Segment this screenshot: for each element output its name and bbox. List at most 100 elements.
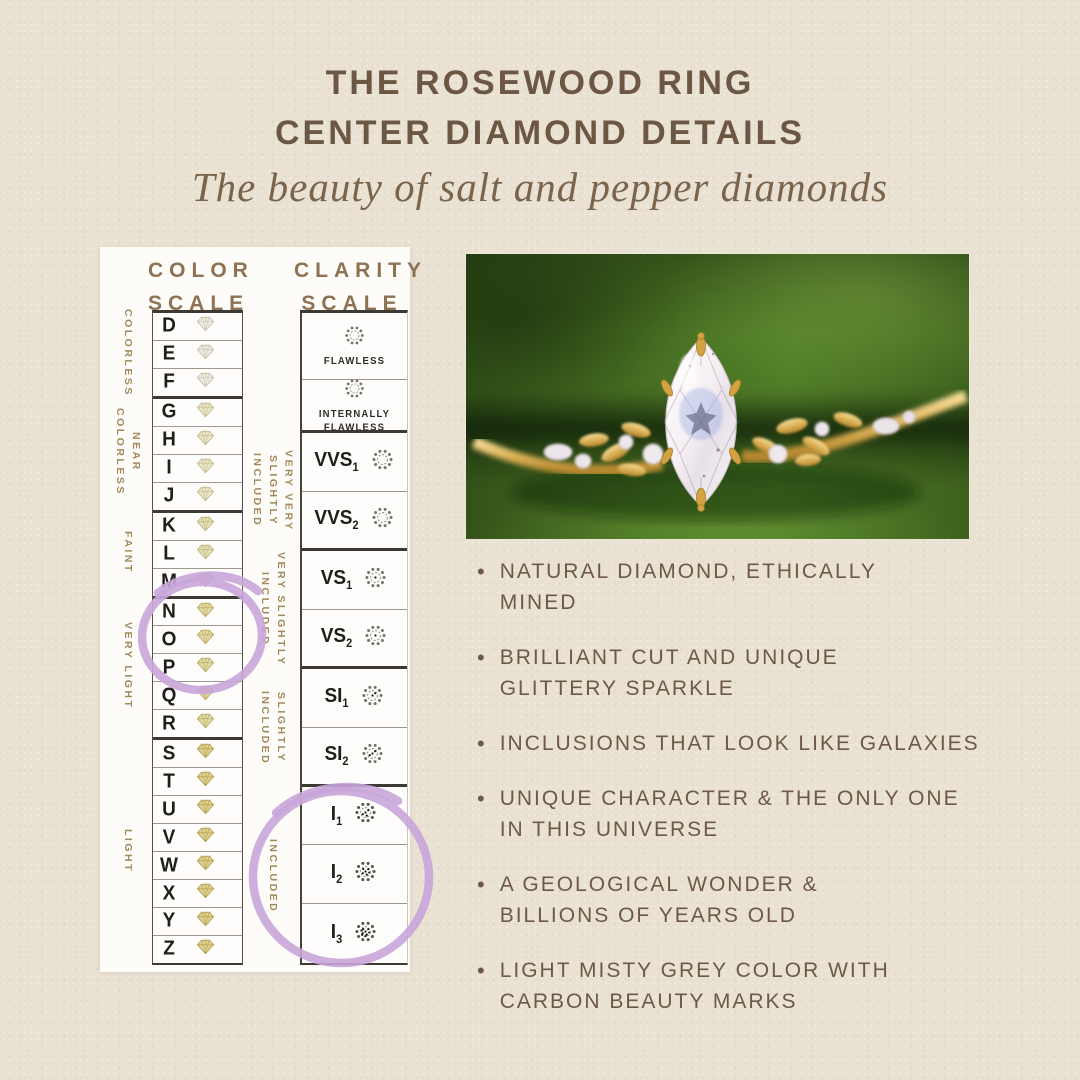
clarity-scale-heading: CLARITY SCALE	[294, 254, 421, 320]
color-scale-heading: COLOR SCALE	[148, 254, 248, 320]
color-grade-row-k: K	[153, 513, 242, 541]
clarity-group-label: SLIGHTLY INCLUDED	[259, 690, 287, 765]
color-grade-letter: T	[163, 769, 175, 793]
clarity-stone-icon-wrap	[343, 377, 366, 405]
clarity-grade-name: VVS2	[314, 507, 359, 533]
color-grade-row-u: U	[153, 796, 242, 825]
clarity-stone-icon	[355, 803, 376, 823]
clarity-grade-cell-vvs2: VVS2	[302, 492, 407, 552]
ring-photo	[465, 253, 970, 540]
color-group-label: FAINT	[121, 530, 134, 574]
clarity-group-label: VERY VERY SLIGHTLY INCLUDED	[251, 449, 295, 532]
color-grade-row-m: M	[153, 569, 242, 599]
feature-list-item: • UNIQUE CHARACTER & THE ONLY ONE IN THIS…	[477, 783, 1033, 845]
clarity-grade-cell-si2: SI2	[302, 728, 407, 787]
clarity-stone-icon	[361, 743, 383, 763]
diamond-icon	[196, 855, 215, 871]
diamond-icon-wrap	[185, 684, 220, 707]
feature-text: UNIQUE CHARACTER & THE ONLY ONE IN THIS …	[499, 787, 960, 841]
grading-chart-panel: COLOR SCALE CLARITY SCALE COLORLESS NEAR …	[100, 247, 434, 972]
diamond-icon	[196, 744, 215, 759]
clarity-grade-name: INTERNALLY FLAWLESS	[318, 408, 391, 434]
diamond-icon	[196, 516, 215, 531]
color-grade-row-o: O	[153, 626, 242, 655]
diamond-icon	[196, 772, 215, 787]
clarity-grade-cell-flawless: FLAWLESS	[302, 313, 407, 381]
feature-text: NATURAL DIAMOND, ETHICALLY MINED	[499, 560, 877, 614]
clarity-grade-name: I3	[330, 921, 343, 947]
clarity-group-label-block	[246, 310, 298, 431]
clarity-stone-icon-wrap	[353, 919, 378, 949]
clarity-stone-icon	[345, 379, 364, 398]
color-grade-row-g: G	[153, 399, 242, 427]
color-grade-letter: Q	[161, 683, 177, 707]
clarity-grade-name: I1	[330, 802, 343, 828]
color-grade-letter: N	[162, 600, 176, 623]
diamond-icon-wrap	[185, 910, 220, 933]
color-grade-row-l: L	[153, 541, 242, 569]
color-group-label: COLORLESS	[121, 308, 134, 397]
color-grade-row-h: H	[153, 427, 242, 455]
clarity-stone-icon-wrap	[353, 800, 378, 830]
feature-list-item: • A GEOLOGICAL WONDER & BILLIONS OF YEARS…	[477, 869, 1033, 931]
clarity-stone-icon-wrap	[370, 505, 395, 535]
color-grade-row-t: T	[153, 768, 242, 797]
color-group-label-block: COLORLESS	[104, 308, 150, 397]
diamond-icon	[196, 430, 215, 445]
color-grade-letter: R	[162, 711, 176, 735]
color-grade-letter: M	[161, 570, 177, 593]
diamond-icon-wrap	[185, 601, 220, 624]
diamond-icon-wrap	[185, 770, 220, 793]
bullet-dot: •	[477, 958, 487, 983]
color-grade-letter: K	[162, 514, 176, 537]
color-grade-row-d: D	[153, 313, 242, 341]
clarity-grade-subscript: 2	[342, 755, 349, 769]
color-group-label: LIGHT	[121, 829, 134, 874]
color-scale-heading-line2: SCALE	[148, 292, 250, 315]
diamond-icon-wrap	[185, 798, 220, 821]
feature-list: • NATURAL DIAMOND, ETHICALLY MINED • BRILLI…	[477, 556, 1033, 1041]
color-group-label: VERY LIGHT	[121, 622, 134, 710]
clarity-grade-name: VVS1	[314, 449, 359, 475]
color-grade-letter: S	[162, 741, 176, 765]
color-grade-letter: X	[162, 881, 176, 905]
clarity-grade-name: FLAWLESS	[323, 355, 386, 368]
diamond-icon	[196, 316, 215, 332]
clarity-grade-subscript: 1	[342, 697, 349, 711]
clarity-stone-icon	[372, 508, 393, 528]
diamond-icon	[196, 911, 215, 927]
clarity-grade-cell-i3: I3	[302, 904, 407, 963]
color-grade-letter: Z	[163, 937, 175, 961]
diamond-icon	[196, 714, 215, 729]
color-group-label: NEAR COLORLESS	[114, 408, 142, 497]
diamond-icon	[196, 572, 215, 587]
color-grade-row-e: E	[153, 341, 242, 369]
diamond-icon-wrap	[185, 401, 220, 424]
diamond-icon	[196, 883, 215, 899]
clarity-grade-cell-vs1: VS1	[302, 551, 407, 610]
clarity-grade-name: VS2	[320, 625, 353, 651]
page-subtitle: The beauty of salt and pepper diamonds	[191, 164, 889, 210]
clarity-group-label-block: SLIGHTLY INCLUDED	[246, 668, 298, 787]
diamond-icon-wrap	[185, 429, 220, 452]
clarity-stone-icon-wrap	[363, 565, 388, 595]
clarity-stone-icon-wrap	[360, 741, 385, 771]
clarity-grade-subscript: 1	[346, 579, 353, 593]
clarity-grade-name: VS1	[320, 567, 353, 593]
color-group-label-block: VERY LIGHT	[104, 595, 150, 737]
color-grade-row-p: P	[153, 654, 242, 683]
feature-text: A GEOLOGICAL WONDER & BILLIONS OF YEARS …	[499, 873, 819, 927]
diamond-icon	[196, 344, 215, 360]
page-title: THE ROSEWOOD RING CENTER DIAMOND DETAILS	[0, 58, 1080, 158]
clarity-grade-subscript: 3	[336, 933, 343, 947]
color-grade-letter: L	[163, 542, 175, 565]
clarity-stone-icon-wrap	[370, 447, 395, 477]
clarity-stone-icon-wrap	[360, 683, 385, 713]
color-grade-row-q: Q	[153, 682, 242, 711]
clarity-grade-cell-si1: SI1	[302, 669, 407, 728]
color-grade-letter: W	[160, 853, 178, 877]
diamond-icon-wrap	[185, 315, 220, 338]
clarity-grade-cell-internally-flawless: INTERNALLY FLAWLESS	[302, 377, 407, 434]
clarity-grade-subscript: 1	[352, 462, 359, 475]
